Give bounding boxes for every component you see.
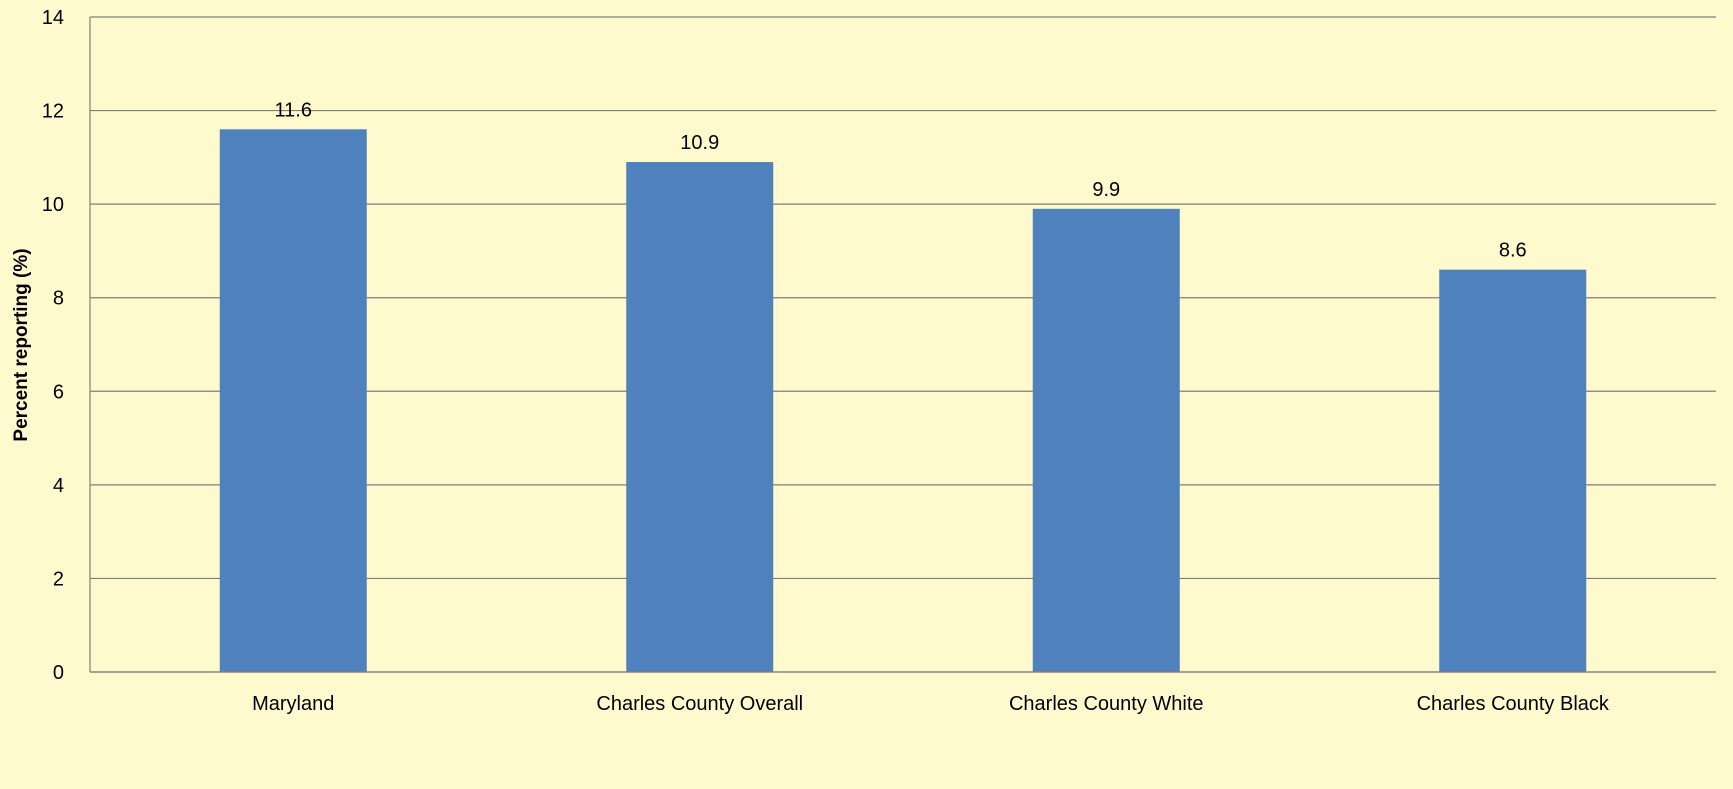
data-labels: 11.6 10.9 9.9 8.6 [275, 99, 1527, 261]
y-tick-label: 14 [42, 7, 64, 29]
y-axis-tick-labels: 0 2 4 6 8 10 12 14 [42, 7, 64, 684]
bar [219, 129, 367, 673]
bar [1032, 208, 1180, 673]
x-axis-tick-labels: Maryland Charles County Overall Charles Co… [252, 693, 1610, 715]
y-tick-label: 6 [53, 381, 64, 403]
axes [89, 17, 1716, 673]
y-tick-label: 10 [42, 194, 64, 216]
data-label: 11.6 [275, 99, 312, 121]
y-tick-label: 8 [53, 288, 64, 310]
bar-series [219, 129, 1587, 673]
y-tick-label: 0 [53, 662, 64, 684]
data-label: 8.6 [1499, 240, 1527, 262]
x-tick-label: Charles County Black [1417, 693, 1610, 715]
bar [626, 162, 774, 673]
x-tick-label: Charles County White [1009, 693, 1204, 715]
data-label: 9.9 [1092, 179, 1120, 201]
data-label: 10.9 [680, 132, 719, 154]
bar [1439, 269, 1587, 672]
y-tick-label: 12 [42, 101, 64, 123]
y-tick-label: 2 [53, 568, 64, 590]
x-tick-label: Charles County Overall [596, 693, 803, 715]
y-tick-label: 4 [53, 475, 64, 497]
y-axis-title: Percent reporting (%) [11, 248, 32, 441]
x-tick-label: Maryland [252, 693, 334, 715]
